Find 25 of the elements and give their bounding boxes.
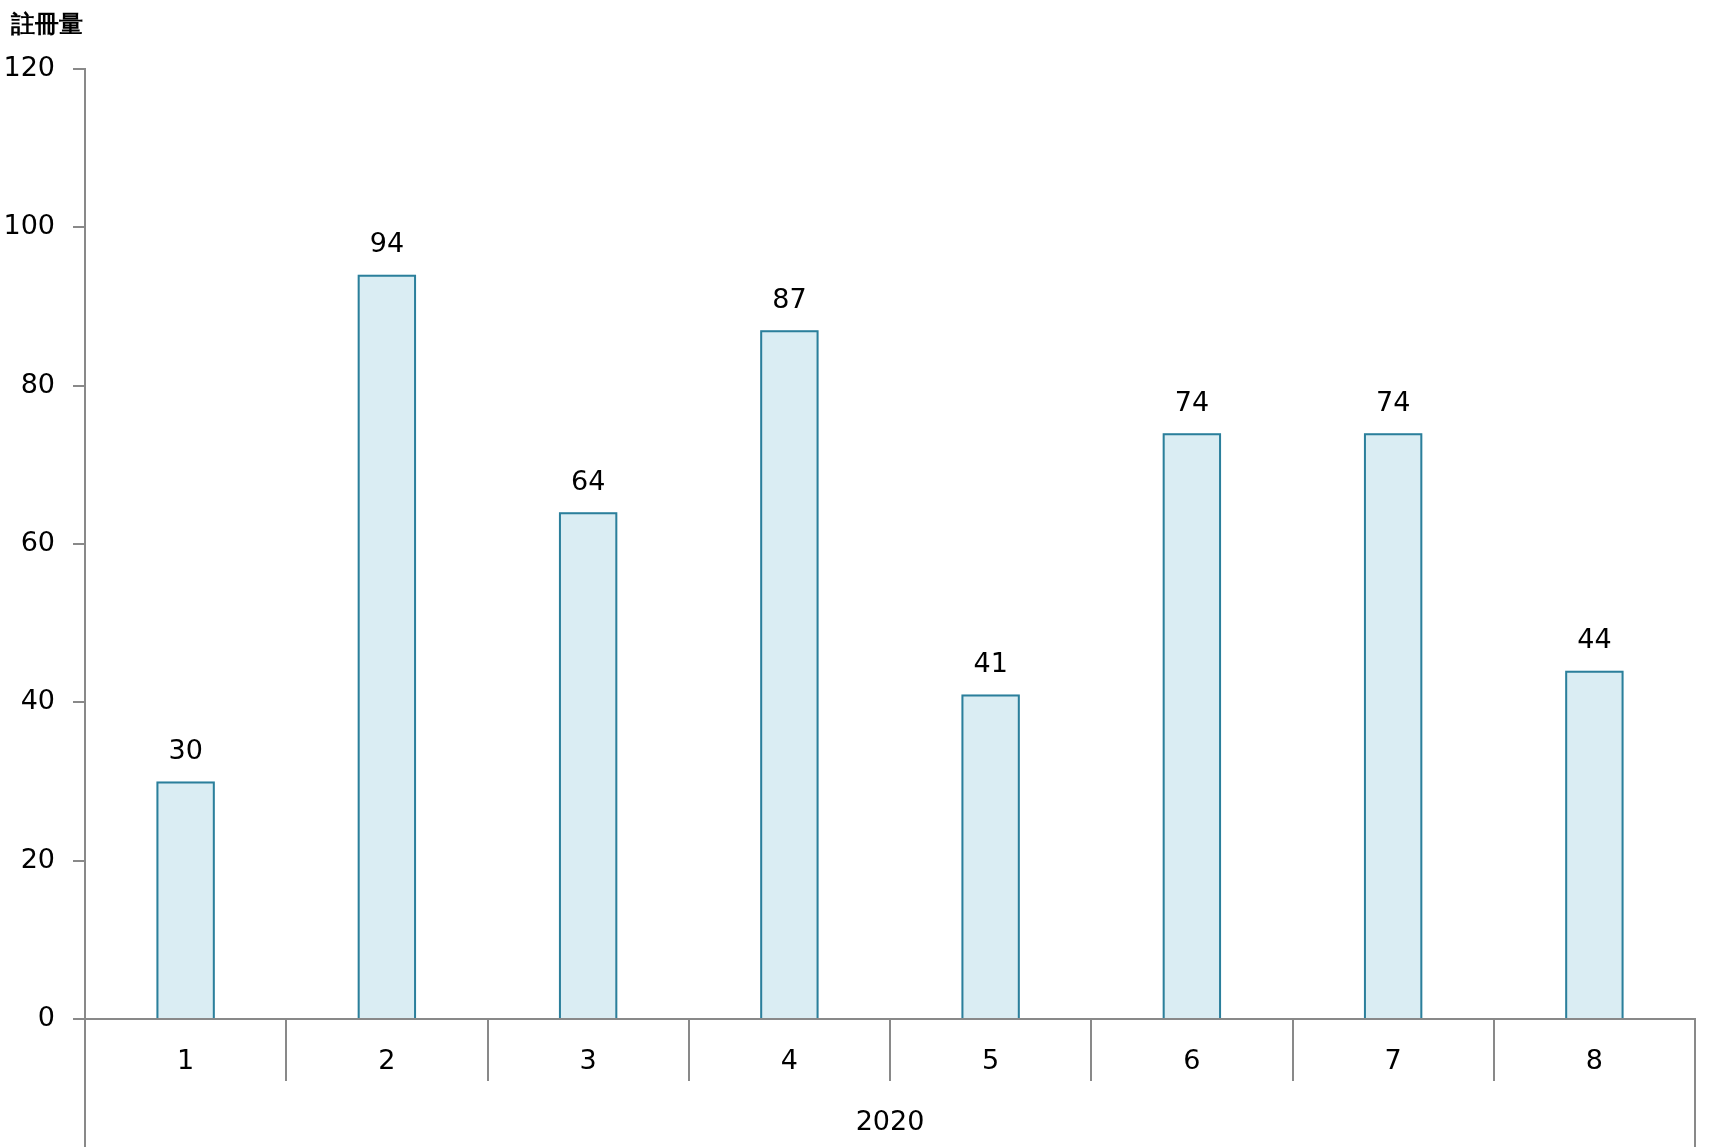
x-tick-label: 2 bbox=[378, 1044, 396, 1076]
y-tick-label: 20 bbox=[20, 842, 55, 874]
y-tick-label: 40 bbox=[20, 684, 55, 716]
x-axis-title: 2020 bbox=[855, 1105, 925, 1137]
data-label: 74 bbox=[1375, 385, 1411, 417]
y-axis-title: 註冊量 bbox=[10, 10, 83, 39]
data-label: 64 bbox=[570, 464, 606, 496]
x-tick-label: 7 bbox=[1384, 1044, 1402, 1076]
data-label: 30 bbox=[168, 734, 203, 766]
x-tick-label: 8 bbox=[1585, 1044, 1603, 1076]
y-tick-label: 120 bbox=[3, 51, 55, 83]
y-tick-label: 100 bbox=[3, 209, 55, 241]
y-tick-label: 60 bbox=[20, 526, 55, 558]
data-label: 87 bbox=[772, 282, 807, 314]
data-label: 74 bbox=[1174, 385, 1210, 417]
y-tick-label: 80 bbox=[20, 367, 55, 399]
x-tick-label: 3 bbox=[579, 1044, 597, 1076]
x-tick-label: 6 bbox=[1183, 1044, 1201, 1076]
data-label: 94 bbox=[369, 227, 405, 259]
data-label: 44 bbox=[1577, 623, 1612, 655]
x-tick-label: 4 bbox=[780, 1044, 798, 1076]
x-tick-label: 5 bbox=[982, 1044, 1000, 1076]
x-tick-label: 1 bbox=[177, 1044, 195, 1076]
y-tick-label: 0 bbox=[37, 1001, 55, 1033]
data-label: 41 bbox=[973, 646, 1008, 678]
